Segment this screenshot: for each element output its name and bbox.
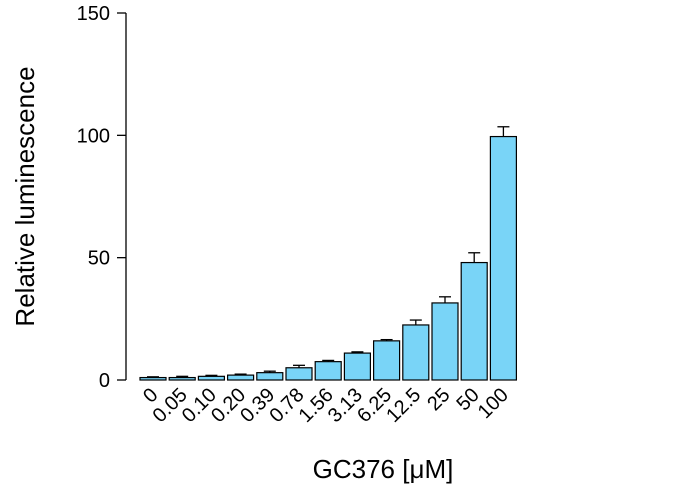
- y-tick-label: 0: [99, 370, 110, 392]
- bars: [139, 126, 517, 381]
- bar: [256, 372, 284, 381]
- bar: [460, 261, 488, 381]
- y-tick-label: 50: [88, 248, 110, 270]
- y-axis-title: Relative luminescence: [10, 66, 40, 326]
- bar: [343, 352, 371, 381]
- bar: [285, 367, 313, 381]
- x-axis-title: GC376 [μM]: [313, 454, 454, 484]
- y-tick-label: 100: [77, 125, 110, 147]
- bar: [197, 375, 225, 381]
- y-axis: 0 50 100 150: [77, 3, 127, 392]
- y-tick-label: 150: [77, 3, 110, 25]
- bar: [314, 361, 342, 381]
- x-tick-label: 12.5: [382, 384, 425, 427]
- bar: [402, 324, 430, 381]
- x-axis-labels: 00.050.100.200.390.781.563.136.2512.5255…: [139, 384, 513, 427]
- x-tick-label: 100: [474, 384, 513, 423]
- bar: [489, 135, 517, 381]
- bar: [227, 374, 255, 381]
- bar: [168, 376, 196, 381]
- bar: [431, 302, 459, 381]
- x-tick-label: 25: [423, 384, 454, 415]
- bar: [139, 376, 167, 381]
- bar: [373, 340, 401, 381]
